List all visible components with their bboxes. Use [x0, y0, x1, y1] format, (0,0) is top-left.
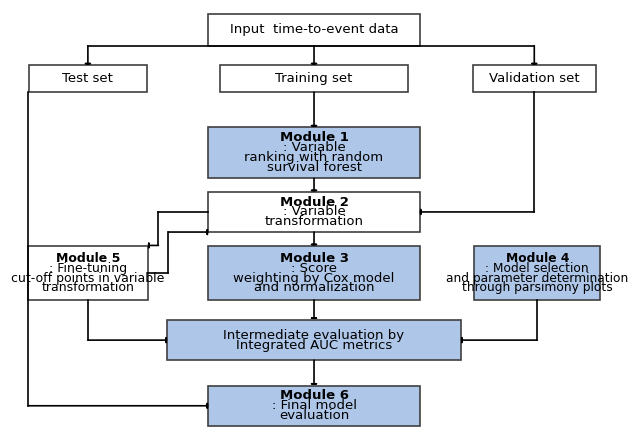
- Bar: [208, 13, 420, 46]
- Text: Input  time-to-event data: Input time-to-event data: [230, 23, 398, 36]
- Bar: [208, 246, 420, 300]
- Text: : Score: : Score: [291, 262, 337, 275]
- Bar: [472, 65, 596, 92]
- Text: Module 2: Module 2: [280, 196, 348, 209]
- Bar: [29, 65, 147, 92]
- Bar: [220, 65, 408, 92]
- Text: weighting by Cox model: weighting by Cox model: [234, 271, 395, 284]
- Text: Module 1: Module 1: [280, 131, 348, 144]
- Bar: [208, 386, 420, 426]
- Text: : Variable: : Variable: [283, 141, 346, 154]
- Text: transformation: transformation: [264, 215, 364, 228]
- Text: evaluation: evaluation: [279, 409, 349, 422]
- Text: ranking with random: ranking with random: [244, 151, 383, 164]
- Text: transformation: transformation: [42, 281, 134, 294]
- Text: : Variable: : Variable: [283, 206, 346, 219]
- Text: Validation set: Validation set: [489, 72, 580, 86]
- Bar: [28, 246, 148, 300]
- Text: Intermediate evaluation by: Intermediate evaluation by: [223, 329, 404, 342]
- Text: Test set: Test set: [63, 72, 113, 86]
- Text: Module 3: Module 3: [280, 252, 349, 265]
- Text: : Fine-tuning: : Fine-tuning: [49, 262, 127, 275]
- Text: Module 4: Module 4: [506, 252, 569, 265]
- Text: through parsimony plots: through parsimony plots: [462, 281, 612, 294]
- Text: Training set: Training set: [275, 72, 353, 86]
- Text: and normalization: and normalization: [254, 281, 374, 294]
- Text: survival forest: survival forest: [266, 161, 362, 174]
- Bar: [167, 320, 461, 360]
- Text: Module 6: Module 6: [280, 389, 349, 402]
- Bar: [474, 246, 600, 300]
- Text: cut-off points in variable: cut-off points in variable: [12, 271, 164, 284]
- Bar: [208, 192, 420, 232]
- Text: Integrated AUC metrics: Integrated AUC metrics: [236, 339, 392, 352]
- Text: and parameter determination: and parameter determination: [446, 271, 628, 284]
- Bar: [208, 127, 420, 178]
- Text: : Final model: : Final model: [271, 399, 356, 412]
- Text: Module 5: Module 5: [56, 252, 120, 265]
- Text: : Model selection: : Model selection: [485, 262, 589, 275]
